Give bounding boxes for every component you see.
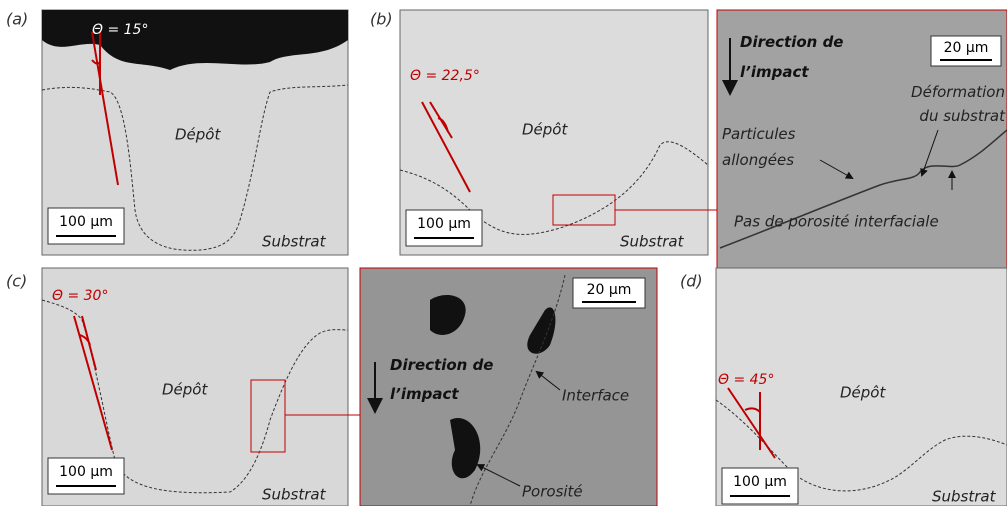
panel-label: (b) — [370, 10, 393, 29]
panel-label: (d) — [680, 272, 703, 291]
panel-label: (a) — [6, 10, 28, 29]
figure: (a) Θ = 15° Dépôt Substrat 100 µm (b) Θ … — [0, 0, 1007, 506]
scale-label: 20 µm — [587, 282, 632, 298]
substrate-label: Substrat — [620, 233, 685, 251]
text-line: allongées — [722, 151, 794, 169]
substrate-label: Substrat — [262, 486, 327, 504]
scale-label: 100 µm — [417, 216, 471, 232]
text-line: du substrat — [919, 107, 1006, 125]
scale-label: 100 µm — [59, 464, 113, 480]
scale-label: 100 µm — [733, 474, 787, 490]
panel-label: (c) — [6, 272, 27, 291]
text-line: Direction de — [390, 356, 493, 374]
angle-label: Θ = 15° — [92, 22, 148, 38]
scale-label: 20 µm — [944, 40, 989, 56]
text-line: l’impact — [740, 63, 809, 81]
text-line: Particules — [722, 125, 796, 143]
angle-label: Θ = 45° — [718, 372, 774, 388]
angle-label: Θ = 30° — [52, 288, 108, 304]
text-line: l’impact — [390, 385, 459, 403]
deposit-label: Dépôt — [175, 126, 221, 144]
text-line: Déformation — [911, 83, 1005, 101]
body: {"panels": [ {"label": "(a)", "angle": "… — [0, 0, 1007, 506]
substrate-label: Substrat — [262, 233, 327, 251]
substrate-label: Substrat — [932, 488, 997, 506]
page: Micrographies body { margin: 0; width: 1… — [0, 0, 1007, 506]
angle-label: Θ = 22,5° — [410, 68, 480, 84]
text-line: Direction de — [740, 33, 843, 51]
scale-label: 100 µm — [59, 214, 113, 230]
porosity-label: Pas de porosité interfaciale — [734, 213, 939, 231]
porosity-label: Porosité — [522, 483, 583, 501]
deposit-label: Dépôt — [840, 384, 886, 402]
deposit-label: Dépôt — [522, 121, 568, 139]
interface-label: Interface — [562, 387, 629, 405]
deposit-label: Dépôt — [162, 381, 208, 399]
